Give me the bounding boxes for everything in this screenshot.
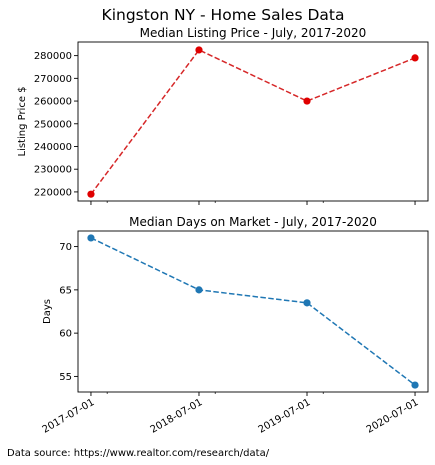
series-line	[90, 237, 416, 386]
y-tick-label: 230000	[34, 165, 72, 176]
data-point	[303, 299, 311, 307]
x-tick-label: 2017-07-01	[41, 397, 97, 436]
y-tick-label: 260000	[34, 97, 72, 108]
data-point	[195, 46, 203, 54]
y-axis-label: Listing Price $	[17, 86, 28, 156]
panel-title: Median Listing Price - July, 2017-2020	[140, 26, 367, 40]
figure-title: Kingston NY - Home Sales Data	[102, 6, 345, 24]
listing-price-chart: Median Listing Price - July, 2017-2020 22…	[17, 26, 429, 205]
y-tick-label: 240000	[34, 142, 72, 153]
y-tick-label: 280000	[34, 51, 72, 62]
x-tick-label: 2020-07-01	[365, 397, 421, 436]
series-line	[90, 49, 416, 195]
data-point	[411, 54, 419, 62]
y-tick-label: 65	[59, 285, 72, 296]
y-tick-label: 250000	[34, 119, 72, 130]
plot-frame	[77, 41, 429, 202]
data-point	[87, 190, 95, 198]
y-tick-label: 220000	[34, 187, 72, 198]
y-tick-label: 70	[59, 242, 72, 253]
y-axis-label: Days	[42, 299, 53, 324]
days-on-market-chart: Median Days on Market - July, 2017-2020 5…	[41, 215, 429, 436]
y-tick-label: 270000	[34, 74, 72, 85]
data-point	[87, 234, 95, 242]
x-tick-label: 2019-07-01	[257, 397, 313, 436]
panel-title: Median Days on Market - July, 2017-2020	[129, 215, 377, 229]
data-point	[195, 286, 203, 294]
data-point	[411, 381, 419, 389]
y-tick-label: 55	[59, 372, 72, 383]
data-point	[303, 97, 311, 105]
data-source-note: Data source: https://www.realtor.com/res…	[7, 448, 270, 459]
plot-frame	[77, 230, 429, 393]
y-tick-label: 60	[59, 329, 72, 340]
x-tick-label: 2018-07-01	[149, 397, 205, 436]
